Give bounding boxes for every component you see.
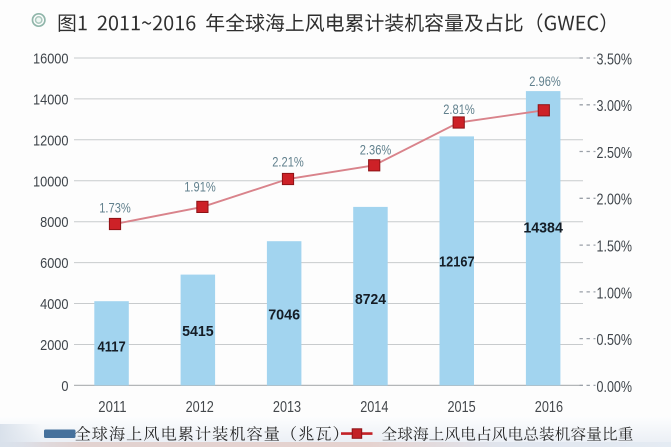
- svg-text:2000: 2000: [40, 337, 68, 354]
- svg-text:12000: 12000: [33, 132, 69, 149]
- svg-text:2012: 2012: [186, 399, 214, 416]
- svg-text:1.91%: 1.91%: [184, 178, 216, 194]
- svg-text:8724: 8724: [355, 291, 387, 308]
- svg-text:2016: 2016: [535, 399, 563, 416]
- svg-text:14000: 14000: [33, 91, 69, 108]
- svg-text:2.00%: 2.00%: [597, 192, 633, 209]
- svg-text:1.00%: 1.00%: [597, 285, 633, 302]
- svg-text:2.96%: 2.96%: [529, 73, 561, 89]
- svg-text:2013: 2013: [273, 399, 301, 416]
- svg-text:2014: 2014: [360, 399, 389, 416]
- svg-text:2.36%: 2.36%: [360, 141, 392, 157]
- svg-text:5415: 5415: [182, 323, 214, 340]
- svg-text:6000: 6000: [40, 255, 68, 272]
- svg-text:0: 0: [61, 378, 68, 395]
- svg-text:1.50%: 1.50%: [597, 239, 633, 256]
- svg-text:8000: 8000: [40, 214, 68, 231]
- svg-text:2015: 2015: [448, 399, 476, 416]
- svg-text:2.81%: 2.81%: [443, 101, 475, 117]
- svg-text:1.73%: 1.73%: [99, 200, 131, 216]
- svg-text:14384: 14384: [523, 219, 563, 236]
- svg-text:12167: 12167: [439, 253, 475, 270]
- svg-text:0.50%: 0.50%: [597, 332, 633, 349]
- svg-text:7046: 7046: [268, 306, 300, 323]
- svg-text:4117: 4117: [98, 338, 126, 355]
- svg-text:10000: 10000: [33, 173, 69, 190]
- svg-text:4000: 4000: [40, 296, 68, 313]
- svg-text:3.00%: 3.00%: [597, 98, 633, 115]
- svg-text:2011: 2011: [98, 399, 126, 416]
- svg-text:3.50%: 3.50%: [597, 51, 633, 68]
- svg-text:2.50%: 2.50%: [597, 145, 633, 162]
- svg-text:0.00%: 0.00%: [597, 379, 633, 396]
- svg-text:16000: 16000: [33, 51, 69, 68]
- svg-text:2.21%: 2.21%: [272, 153, 304, 169]
